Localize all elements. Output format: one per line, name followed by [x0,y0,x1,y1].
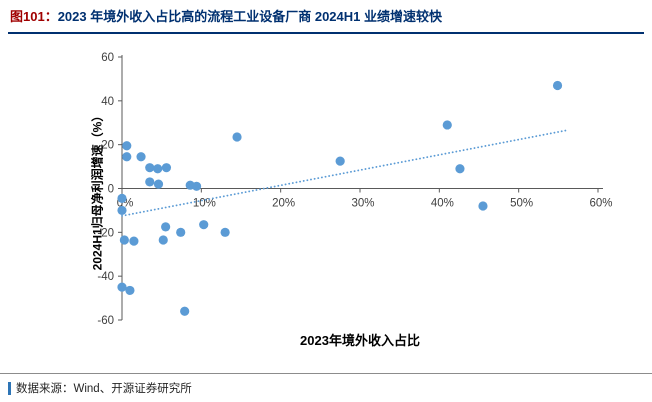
y-tick-label: -60 [97,315,114,327]
y-tick-label: 40 [101,96,114,108]
x-tick-label: 10% [193,198,216,210]
x-axis-title: 2023年境外收入占比 [300,333,420,348]
title-divider [8,32,644,34]
scatter-point [153,179,164,189]
figure-number: 图101： [10,9,58,24]
scatter-point [117,193,127,203]
scatter-point [145,177,155,187]
source-note: 数据来源：Wind、开源证券研究所 [8,380,192,396]
scatter-point [180,306,190,316]
scatter-point [117,282,127,292]
y-tick-label: 0 [108,184,114,196]
y-tick-label: 60 [101,52,114,64]
y-axis-title: 2024H1归母净利润增速（%） [90,109,105,271]
source-text: 数据来源：Wind、开源证券研究所 [16,383,192,395]
scatter-point [455,164,465,174]
scatter-point [161,222,171,232]
scatter-point [232,132,242,142]
x-tick-label: 30% [351,198,374,210]
footer-divider [0,373,652,374]
x-tick-label: 60% [589,198,612,210]
scatter-point [117,205,127,216]
source-accent-bar [8,381,11,395]
y-tick-label: 20 [101,140,114,152]
scatter-point [153,164,163,174]
scatter-point [129,236,139,246]
scatter-point [119,235,129,245]
scatter-point [122,152,132,162]
x-tick-label: 50% [510,198,533,210]
scatter-point [122,141,132,151]
scatter-point [176,227,186,237]
scatter-point [125,285,135,296]
scatter-point [335,156,345,166]
figure-title-text: 2023 年境外收入占比高的流程工业设备厂商 2024H1 业绩增速较快 [57,9,442,24]
scatter-point [161,163,172,173]
scatter-point [442,120,452,130]
scatter-point [191,181,202,191]
scatter-point [199,220,209,230]
scatter-point [145,163,155,173]
scatter-point [552,80,563,91]
x-tick-label: 40% [431,198,454,210]
y-tick-label: -20 [97,227,114,239]
figure-title: 图101：2023 年境外收入占比高的流程工业设备厂商 2024H1 业绩增速较… [10,7,442,26]
y-tick-label: -40 [97,271,114,283]
scatter-point [158,235,168,245]
scatter-point [220,227,230,237]
scatter-point [478,201,488,211]
x-tick-label: 20% [272,198,295,210]
scatter-point [136,152,146,162]
trendline [121,129,568,217]
